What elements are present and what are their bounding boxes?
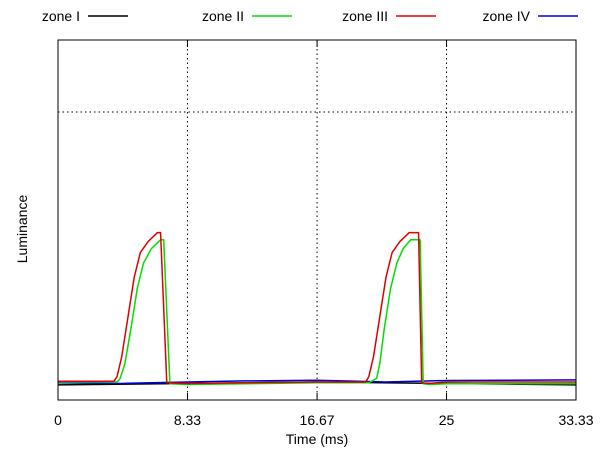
legend-label-zone-iv: zone IV — [483, 8, 531, 24]
legend-entry-zone-ii: zone II — [202, 8, 292, 24]
legend-label-zone-i: zone I — [42, 8, 80, 24]
series-line-zone-iii — [58, 231, 576, 385]
legend: zone I zone II zone III zone IV — [42, 8, 578, 24]
legend-label-zone-ii: zone II — [202, 8, 244, 24]
legend-label-zone-iii: zone III — [342, 8, 388, 24]
series-line-zone-iv — [57, 379, 577, 385]
x-tick-label: 8.33 — [174, 412, 201, 428]
x-tick-label: 33.33 — [558, 412, 593, 428]
legend-entry-zone-iv: zone IV — [483, 8, 578, 24]
gridlines — [58, 40, 576, 400]
y-axis-title: Luminance — [14, 195, 30, 264]
legend-entry-zone-iii: zone III — [342, 8, 436, 24]
legend-entry-zone-i: zone I — [42, 8, 128, 24]
x-tick-label: 25 — [439, 412, 455, 428]
data-series — [57, 231, 577, 386]
x-axis-title: Time (ms) — [286, 431, 348, 447]
x-tick-label: 0 — [54, 412, 62, 428]
x-axis-ticks: 0 8.33 16.67 25 33.33 — [54, 40, 594, 428]
x-tick-label: 16.67 — [300, 412, 335, 428]
